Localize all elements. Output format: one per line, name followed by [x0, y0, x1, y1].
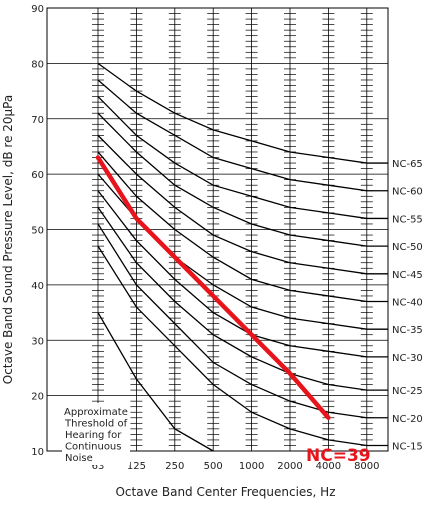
x-tick-label: 500	[204, 461, 223, 472]
y-tick-labels: 10 20 30 40 50 60 70 80 90	[31, 4, 44, 458]
nc-curve	[97, 134, 367, 275]
threshold-curve	[97, 312, 214, 452]
nc-curve	[97, 245, 367, 447]
nc-curves	[97, 62, 388, 447]
annotation-line: Hearing for	[65, 430, 122, 441]
curve-labels: NC-65 NC-60 NC-55 NC-50 NC-45 NC-40 NC-35 NC-30…	[392, 159, 423, 452]
y-tick-label: 80	[31, 59, 44, 70]
x-tick-label: 4000	[316, 461, 341, 472]
y-tick-label: 90	[31, 4, 44, 15]
annotation-background	[62, 403, 130, 465]
nc-curve	[97, 190, 367, 358]
nc-curve-label: NC-60	[392, 187, 423, 198]
y-tick-label: 50	[31, 226, 44, 237]
x-tick-label: 1000	[239, 461, 264, 472]
nc-curve-label: NC-40	[392, 297, 423, 308]
nc-curve	[97, 206, 367, 391]
annotation-line: Approximate	[64, 407, 128, 418]
y-tick-label: 60	[31, 170, 44, 181]
nc-curve-label: NC-35	[392, 325, 423, 336]
x-tick-label: 125	[127, 461, 146, 472]
nc-curve	[97, 112, 367, 247]
nc-curve	[97, 96, 367, 220]
nc-curve-label: NC-20	[392, 414, 423, 425]
measured-line-group	[95, 155, 331, 421]
nc-curve-label: NC-30	[392, 353, 423, 364]
annotation-line: Noise	[65, 453, 93, 464]
y-axis-title: Octave Band Sound Pressure Level, dB re …	[1, 95, 15, 384]
nc-curve-label: NC-15	[392, 441, 423, 452]
nc-curve	[97, 151, 367, 303]
y-tick-label: 30	[31, 336, 44, 347]
nc-curve-label: NC-25	[392, 386, 423, 397]
y-tick-label: 20	[31, 392, 44, 403]
x-tick-label: 2000	[277, 461, 302, 472]
nc-curve-label: NC-50	[392, 242, 423, 253]
nc-result-label: NC=39	[306, 446, 371, 466]
nc-curve-label: NC-45	[392, 270, 423, 281]
nc-curve	[97, 62, 367, 164]
y-tick-label: 10	[31, 447, 44, 458]
annotation-line: Threshold of	[64, 419, 128, 430]
x-tick-label: 250	[165, 461, 184, 472]
x-tick-label: 63	[92, 461, 105, 472]
x-tick-label: 8000	[354, 461, 379, 472]
annotation-line: Continuous	[65, 442, 121, 453]
y-tick-label: 40	[31, 281, 44, 292]
y-tick-label: 70	[31, 115, 44, 126]
measured-spectrum-line	[95, 155, 331, 421]
nc-curve	[97, 223, 367, 419]
plot-frame	[46, 7, 389, 452]
x-axis-title: Octave Band Center Frequencies, Hz	[115, 485, 335, 499]
grid	[47, 7, 388, 452]
nc-curve-label: NC-65	[392, 159, 423, 170]
nc-curve-label: NC-55	[392, 214, 423, 225]
nc-curve	[97, 79, 367, 192]
x-tick-labels: 63 125 250 500 1000 2000 4000 8000	[92, 461, 380, 472]
threshold-curve-group	[97, 312, 214, 452]
